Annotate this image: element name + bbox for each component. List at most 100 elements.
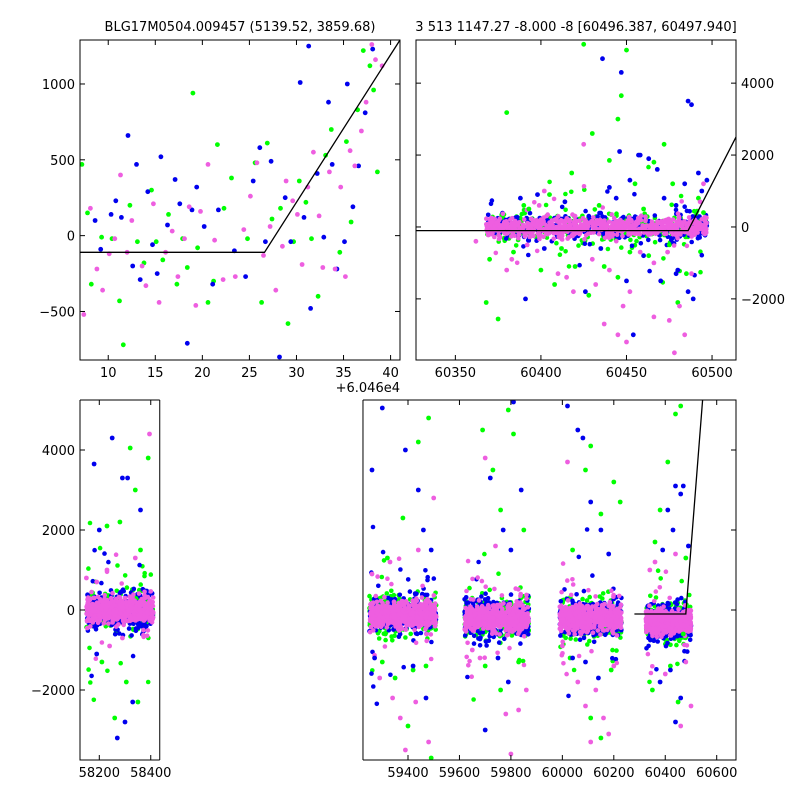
- data-point-green: [596, 203, 602, 208]
- data-point-green: [563, 249, 568, 254]
- data-point-blue: [669, 236, 675, 241]
- data-point-blue: [518, 641, 523, 646]
- data-point-green: [215, 142, 220, 148]
- data-point-blue: [158, 154, 164, 160]
- y-tick-label: 2000: [741, 149, 774, 164]
- data-point-pink: [343, 274, 348, 279]
- data-point-green: [117, 298, 122, 304]
- data-point-pink: [521, 634, 527, 639]
- data-point-pink: [665, 249, 670, 255]
- x-tick-label: 40: [382, 366, 399, 381]
- data-point-green: [526, 206, 532, 212]
- data-point-blue: [535, 192, 540, 198]
- data-point-blue: [134, 162, 139, 167]
- data-point-blue: [407, 589, 413, 594]
- data-point-pink: [290, 198, 296, 204]
- data-point-pink: [175, 274, 181, 279]
- data-point-pink: [670, 217, 676, 222]
- data-point-pink: [500, 609, 505, 615]
- data-point-blue: [306, 43, 312, 49]
- data-point-pink: [525, 604, 531, 610]
- data-point-pink: [581, 184, 587, 189]
- data-point-pink: [473, 238, 479, 244]
- data-point-green: [269, 216, 275, 222]
- data-point-blue: [125, 133, 131, 138]
- data-point-blue: [673, 271, 679, 277]
- data-point-blue: [600, 214, 605, 219]
- data-point-green: [634, 238, 639, 244]
- data-point-pink: [487, 614, 493, 620]
- data-point-pink: [675, 211, 681, 216]
- data-point-green: [675, 300, 681, 305]
- data-point-pink: [490, 218, 495, 223]
- data-point-pink: [182, 236, 187, 242]
- data-point-pink: [363, 99, 369, 105]
- data-point-green: [586, 292, 592, 298]
- data-point-pink: [145, 594, 151, 600]
- data-point-pink: [396, 556, 402, 561]
- data-point-pink: [504, 627, 510, 632]
- data-point-pink: [541, 218, 546, 224]
- data-point-pink: [407, 616, 413, 622]
- data-point-pink: [468, 609, 473, 614]
- data-point-pink: [117, 602, 122, 607]
- data-point-pink: [500, 211, 506, 217]
- data-point-green: [584, 598, 590, 603]
- data-point-blue: [137, 562, 142, 568]
- data-point-pink: [428, 656, 434, 662]
- data-point-pink: [430, 603, 435, 608]
- data-point-green: [482, 551, 487, 557]
- data-point-pink: [423, 615, 428, 621]
- data-point-pink: [193, 303, 199, 308]
- data-point-pink: [601, 321, 607, 327]
- data-point-pink: [409, 612, 415, 617]
- data-point-blue: [344, 81, 350, 87]
- data-point-blue: [559, 204, 565, 210]
- data-point-blue: [464, 600, 469, 606]
- data-point-pink: [486, 606, 491, 611]
- data-point-blue: [477, 643, 483, 648]
- data-point-pink: [474, 604, 480, 609]
- data-point-pink: [577, 231, 582, 237]
- data-point-blue: [485, 212, 491, 218]
- data-point-blue: [321, 234, 327, 240]
- data-point-pink: [625, 218, 631, 224]
- data-point-blue: [462, 633, 468, 638]
- data-point-pink: [84, 618, 90, 623]
- data-point-blue: [654, 167, 660, 172]
- data-point-green: [303, 199, 309, 205]
- data-point-green: [344, 139, 349, 145]
- data-point-pink: [521, 217, 527, 222]
- data-point-green: [384, 591, 390, 596]
- x-tick-label: 60400: [520, 366, 561, 381]
- data-point-pink: [338, 184, 344, 190]
- data-point-blue: [598, 210, 604, 216]
- data-point-blue: [154, 271, 160, 276]
- data-point-pink: [389, 581, 394, 587]
- data-point-pink: [423, 626, 428, 632]
- data-point-pink: [606, 235, 612, 241]
- data-point-green: [563, 207, 568, 213]
- data-point-pink: [682, 219, 687, 224]
- data-point-blue: [342, 239, 347, 245]
- data-point-pink: [499, 593, 505, 598]
- data-point-pink: [571, 289, 576, 295]
- data-point-pink: [468, 596, 474, 602]
- data-point-pink: [106, 621, 111, 626]
- data-point-pink: [551, 236, 556, 241]
- data-point-green: [383, 637, 388, 643]
- data-point-blue: [480, 629, 486, 635]
- data-point-pink: [369, 42, 375, 47]
- data-point-pink: [516, 235, 521, 241]
- data-point-pink: [136, 591, 142, 596]
- data-point-blue: [605, 189, 610, 194]
- data-point-pink: [327, 169, 332, 175]
- data-point-blue: [99, 580, 104, 586]
- data-point-blue: [429, 639, 434, 645]
- data-point-blue: [369, 671, 374, 676]
- data-point-green: [610, 647, 615, 653]
- data-point-pink: [517, 622, 523, 628]
- data-point-green: [701, 210, 706, 216]
- data-point-pink: [489, 631, 495, 637]
- x-tick-label: 60500: [691, 366, 732, 381]
